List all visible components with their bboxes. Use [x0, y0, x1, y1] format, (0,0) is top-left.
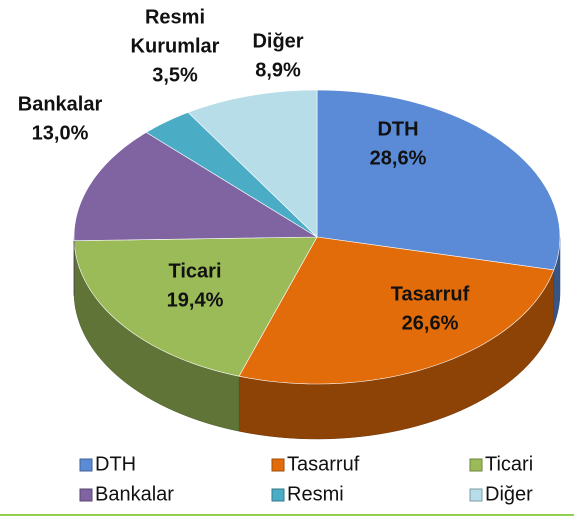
legend-swatch	[271, 458, 285, 472]
slice-label: Kurumlar	[131, 35, 220, 57]
slice-top	[316, 89, 561, 271]
slice-label: Ticari	[169, 260, 222, 282]
legend-label: Resmi	[287, 483, 344, 505]
value-label: 3,5%	[152, 64, 198, 86]
slice-label: Resmi	[145, 6, 205, 28]
legend-label: Diğer	[485, 483, 533, 505]
slice	[73, 132, 319, 296]
value-label: 19,4%	[167, 289, 224, 311]
value-label: 8,9%	[255, 59, 301, 81]
value-label: 28,6%	[370, 147, 427, 169]
legend-swatch	[271, 488, 285, 502]
slice	[145, 112, 318, 238]
slice-top	[187, 89, 318, 238]
legend-swatch	[469, 458, 483, 472]
slice	[238, 236, 555, 440]
legend-swatch	[79, 458, 93, 472]
value-label: 26,6%	[402, 312, 459, 334]
value-label: 13,0%	[32, 122, 89, 144]
slice-label: Tasarruf	[391, 283, 470, 305]
slice-top	[73, 132, 319, 241]
slice-top	[145, 112, 318, 238]
legend-label: Tasarruf	[287, 453, 360, 475]
slice-label: Bankalar	[18, 93, 103, 115]
slice	[73, 236, 318, 432]
slice-top	[73, 236, 318, 377]
slice	[316, 89, 561, 326]
legend-label: DTH	[95, 453, 136, 475]
legend-label: Ticari	[485, 453, 533, 475]
slice-label: Diğer	[252, 30, 303, 52]
slice-top	[238, 236, 555, 385]
legend-label: Bankalar	[95, 483, 174, 505]
slice-label: DTH	[377, 118, 418, 140]
legend-swatch	[469, 488, 483, 502]
legend-swatch	[79, 488, 93, 502]
slice	[187, 89, 318, 238]
